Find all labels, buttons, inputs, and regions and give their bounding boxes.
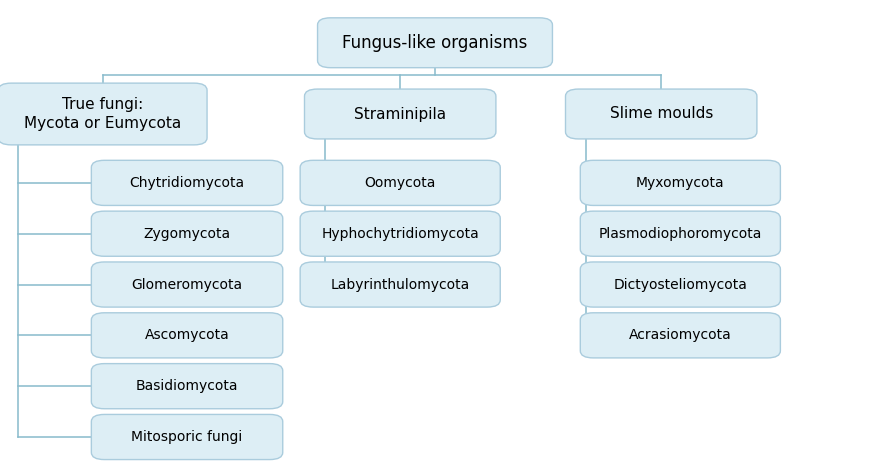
FancyBboxPatch shape bbox=[91, 414, 282, 460]
FancyBboxPatch shape bbox=[300, 161, 500, 205]
FancyBboxPatch shape bbox=[91, 161, 282, 205]
FancyBboxPatch shape bbox=[580, 161, 779, 205]
FancyBboxPatch shape bbox=[580, 211, 779, 256]
Text: Labyrinthulomycota: Labyrinthulomycota bbox=[330, 277, 469, 292]
FancyBboxPatch shape bbox=[565, 89, 756, 139]
Text: Straminipila: Straminipila bbox=[354, 106, 446, 122]
FancyBboxPatch shape bbox=[580, 262, 779, 307]
Text: Fungus-like organisms: Fungus-like organisms bbox=[342, 34, 527, 52]
Text: Hyphochytridiomycota: Hyphochytridiomycota bbox=[321, 227, 479, 241]
Text: Zygomycota: Zygomycota bbox=[143, 227, 230, 241]
Text: Myxomycota: Myxomycota bbox=[635, 176, 724, 190]
Text: Dictyosteliomycota: Dictyosteliomycota bbox=[613, 277, 746, 292]
FancyBboxPatch shape bbox=[304, 89, 495, 139]
Text: Chytridiomycota: Chytridiomycota bbox=[129, 176, 244, 190]
Text: Plasmodiophoromycota: Plasmodiophoromycota bbox=[598, 227, 761, 241]
FancyBboxPatch shape bbox=[0, 83, 207, 145]
Text: Acrasiomycota: Acrasiomycota bbox=[628, 328, 731, 342]
FancyBboxPatch shape bbox=[91, 364, 282, 408]
FancyBboxPatch shape bbox=[580, 313, 779, 358]
FancyBboxPatch shape bbox=[300, 211, 500, 256]
FancyBboxPatch shape bbox=[91, 313, 282, 358]
FancyBboxPatch shape bbox=[91, 211, 282, 256]
Text: Ascomycota: Ascomycota bbox=[144, 328, 229, 342]
Text: True fungi:
Mycota or Eumycota: True fungi: Mycota or Eumycota bbox=[24, 97, 181, 131]
Text: Slime moulds: Slime moulds bbox=[609, 106, 712, 122]
Text: Basidiomycota: Basidiomycota bbox=[136, 379, 238, 393]
Text: Oomycota: Oomycota bbox=[364, 176, 435, 190]
FancyBboxPatch shape bbox=[317, 18, 552, 68]
FancyBboxPatch shape bbox=[91, 262, 282, 307]
Text: Glomeromycota: Glomeromycota bbox=[131, 277, 242, 292]
FancyBboxPatch shape bbox=[300, 262, 500, 307]
Text: Mitosporic fungi: Mitosporic fungi bbox=[131, 430, 242, 444]
